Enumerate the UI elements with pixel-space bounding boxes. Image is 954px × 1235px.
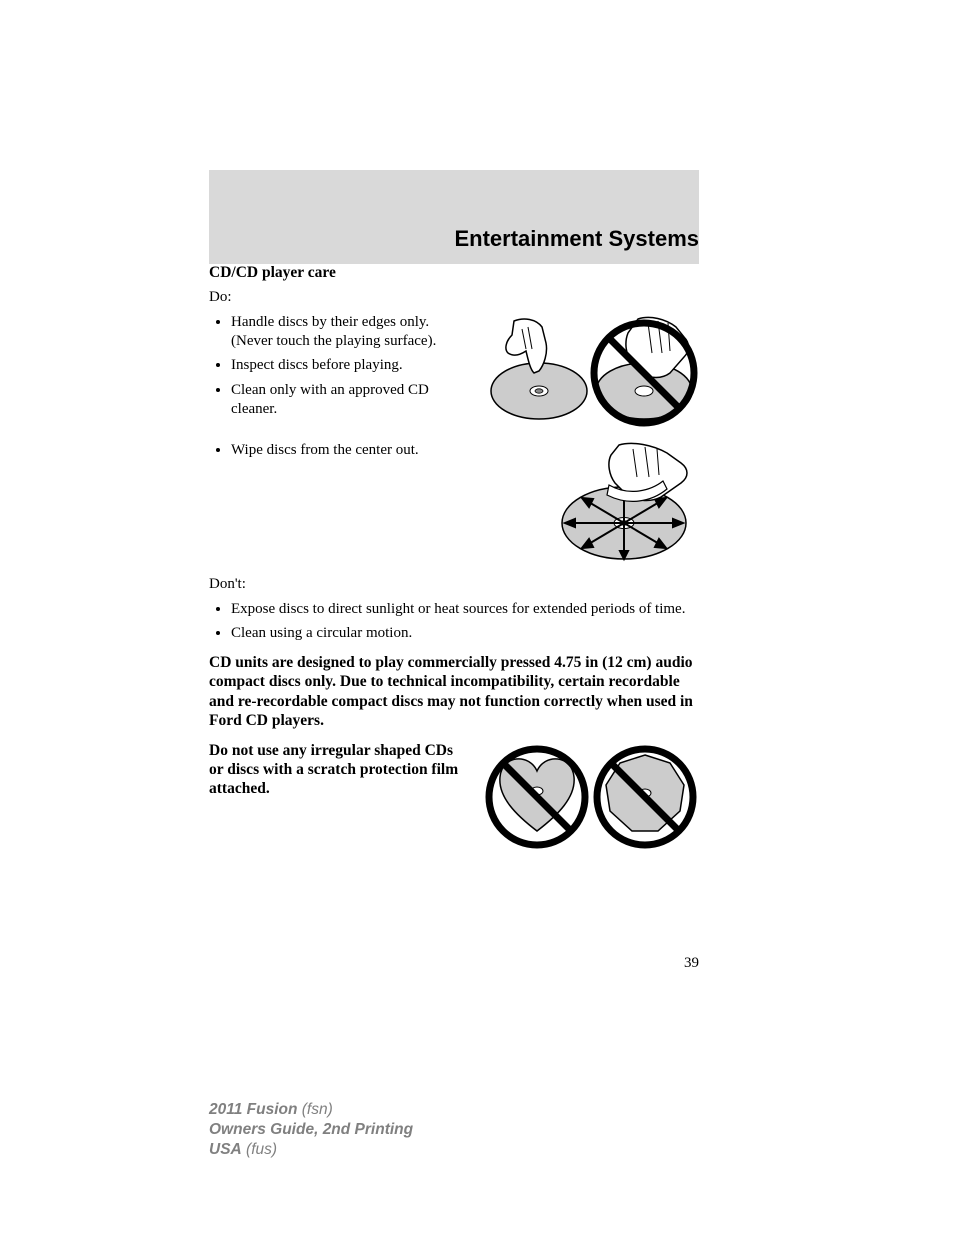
irregular-disc-illustration [484,741,699,853]
page-number: 39 [684,955,699,972]
content-area: CD/CD player care Do: Handle discs by th… [209,264,699,861]
bold-paragraph-2: Do not use any irregular shaped CDs or d… [209,741,470,799]
do-row-2: Wipe discs from the center out. [209,441,699,565]
do-label: Do: [209,288,699,307]
dont-list: Expose discs to direct sunlight or heat … [209,600,699,644]
footer-line-2: Owners Guide, 2nd Printing [209,1120,413,1140]
footer-code1: (fsn) [297,1101,332,1118]
footer-line-3: USA (fus) [209,1140,413,1160]
disc-wiping-illustration [549,441,699,565]
bold-paragraph-1: CD units are designed to play commercial… [209,653,699,731]
do-group1-text: Handle discs by their edges only. (Never… [209,313,470,425]
list-item: Expose discs to direct sunlight or heat … [231,600,699,619]
do-list-1: Handle discs by their edges only. (Never… [209,313,470,419]
list-item: Inspect discs before playing. [231,356,470,375]
list-item: Wipe discs from the center out. [231,441,473,460]
footer-line-1: 2011 Fusion (fsn) [209,1100,413,1120]
do-group2-text: Wipe discs from the center out. [209,441,473,466]
footer-code2: (fus) [242,1141,277,1158]
list-item: Clean only with an approved CD cleaner. [231,381,470,419]
irregular-row: Do not use any irregular shaped CDs or d… [209,741,699,853]
list-item: Handle discs by their edges only. (Never… [231,313,470,351]
footer-region: USA [209,1141,242,1158]
page: Entertainment Systems CD/CD player care … [0,0,954,1235]
do-list-2: Wipe discs from the center out. [209,441,473,460]
disc-handling-illustration [484,313,699,433]
footer-model: 2011 Fusion [209,1101,297,1118]
bold-paragraph-2-col: Do not use any irregular shaped CDs or d… [209,741,470,799]
section-heading: CD/CD player care [209,264,699,282]
footer: 2011 Fusion (fsn) Owners Guide, 2nd Prin… [209,1100,413,1160]
list-item: Clean using a circular motion. [231,624,699,643]
do-row-1: Handle discs by their edges only. (Never… [209,313,699,433]
chapter-title: Entertainment Systems [454,226,699,252]
dont-label: Don't: [209,575,699,594]
